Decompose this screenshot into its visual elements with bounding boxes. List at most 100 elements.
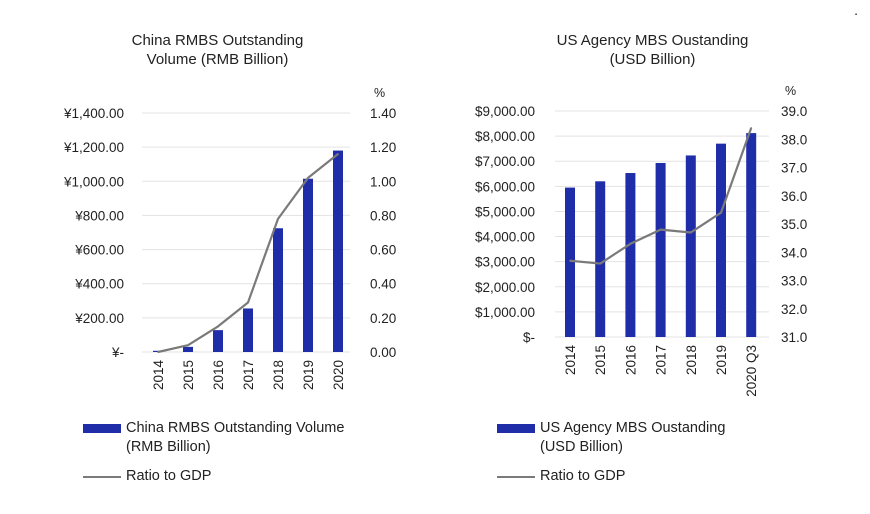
x-tick-label: 2016 [211,360,226,390]
x-tick-label: 2014 [563,345,578,376]
ratio-point [569,259,571,262]
x-tick-label: 2019 [301,360,316,390]
x-tick-label: 2015 [593,345,608,375]
ratio-point [337,153,339,155]
ratio-point [307,177,309,179]
y-left-tick-label: $9,000.00 [475,104,535,119]
y-right-tick-label: 1.20 [370,140,396,155]
y-right-tick-label: 0.00 [370,345,396,360]
legend-item-line: Ratio to GDP [497,467,725,486]
y-right-tick-label: 32.0 [781,302,807,317]
chart-title: US Agency MBS Oustanding (USD Billion) [435,31,870,69]
legend-swatch-bar [83,424,121,433]
y-right-tick-label: 37.0 [781,161,807,176]
y-left-tick-label: $5,000.00 [475,204,535,219]
y-right-tick-label: 31.0 [781,330,807,345]
y-left-tick-label: ¥1,400.00 [63,106,124,121]
chart-title-line-1: US Agency MBS Oustanding [556,32,749,49]
x-tick-label: 2018 [684,345,699,375]
legend-swatch-line [83,476,121,478]
legend-label: Ratio to GDP [126,468,212,484]
bar [716,143,726,337]
y-left-tick-label: ¥800.00 [74,208,124,223]
ratio-point [599,262,601,265]
ratio-point [629,242,632,245]
china-rmbs-chart-panel: China RMBS Outstanding Volume (RMB Billi… [0,31,435,486]
y-right-tick-label: 1.40 [370,106,396,121]
us-agency-mbs-chart-panel: US Agency MBS Oustanding (USD Billion) $… [435,0,870,514]
legend-label-line-2: (RMB Billion) [126,439,211,455]
y-left-tick-label: ¥200.00 [74,311,124,326]
ratio-point [217,325,219,328]
y-right-tick-label: 36.0 [781,189,807,204]
legend-item-bar: China RMBS Outstanding Volume (RMB Billi… [83,419,344,457]
legend-swatch-bar [497,424,535,433]
bar [213,330,223,352]
y-left-tick-label: ¥600.00 [74,243,124,258]
bar [565,187,575,337]
y-right-tick-label: 0.60 [370,243,396,258]
chart-title: China RMBS Outstanding Volume (RMB Billi… [0,31,435,69]
x-tick-label: 2020 Q3 [744,345,759,397]
y-right-unit-label: % [785,84,796,98]
legend-label-line-2: (USD Billion) [540,439,623,455]
y-left-tick-label: $2,000.00 [475,280,535,295]
bar [243,308,253,352]
chart-title-line-1: China RMBS Outstanding [131,32,304,49]
bar [625,173,636,337]
corner-dot: . [854,2,858,18]
ratio-point [690,231,692,234]
y-left-tick-label: ¥- [111,345,124,360]
y-right-tick-label: 34.0 [781,245,807,260]
y-left-tick-label: ¥1,000.00 [63,174,124,189]
y-right-tick-label: 0.20 [370,311,396,326]
ratio-point [247,301,249,304]
bar [746,133,757,337]
chart-title-line-2: (USD Billion) [609,51,696,68]
chart-legend: China RMBS Outstanding Volume (RMB Billi… [83,419,344,486]
legend-label-line-1: China RMBS Outstanding Volume [126,420,345,436]
bar [333,150,343,352]
bar [595,181,606,337]
y-right-tick-label: 39.0 [781,104,807,119]
y-right-tick-label: 33.0 [781,274,807,289]
y-left-tick-label: $7,000.00 [475,154,535,169]
ratio-point [659,228,662,231]
bar [273,228,283,352]
legend-item-line: Ratio to GDP [83,467,344,486]
y-left-tick-label: $6,000.00 [475,179,535,194]
legend-item-bar: US Agency MBS Oustanding (USD Billion) [497,419,725,457]
ratio-point [750,127,752,129]
x-tick-label: 2020 [331,360,346,390]
y-right-tick-label: 38.0 [781,132,807,147]
y-left-tick-label: $8,000.00 [475,129,535,144]
legend-label: Ratio to GDP [540,468,626,484]
legend-label-line-1: US Agency MBS Oustanding [540,420,726,436]
chart-title-line-2: Volume (RMB Billion) [146,51,289,68]
x-tick-label: 2018 [271,360,286,390]
x-tick-label: 2017 [654,345,669,375]
y-right-tick-label: 0.40 [370,277,396,292]
china-rmbs-chart: ¥- ¥200.00 ¥400.00 ¥600.00 ¥800.00 ¥1,000.00 ¥… [63,86,396,391]
bar [183,346,193,352]
x-tick-label: 2016 [623,345,638,375]
ratio-point [277,218,279,220]
x-tick-label: 2017 [241,360,256,390]
ratio-point [157,351,159,353]
y-right-tick-label: 35.0 [781,217,807,232]
y-left-tick-label: $1,000.00 [475,305,535,320]
y-right-unit-label: % [374,86,385,100]
x-tick-label: 2019 [714,345,729,375]
bar [303,178,313,352]
y-right-tick-label: 1.00 [370,174,396,189]
x-tick-label: 2014 [151,360,166,391]
ratio-point [720,211,722,214]
y-left-tick-label: $- [523,330,535,345]
legend-swatch-line [497,476,535,478]
ratio-point [187,344,189,346]
chart-legend: US Agency MBS Oustanding (USD Billion) R… [497,419,725,486]
bar [685,155,696,337]
x-tick-label: 2015 [181,360,196,390]
y-left-tick-label: $4,000.00 [475,230,535,245]
us-agency-mbs-chart: $- $1,000.00 $2,000.00 $3,000.00 $4,000.00 $5… [475,84,807,397]
